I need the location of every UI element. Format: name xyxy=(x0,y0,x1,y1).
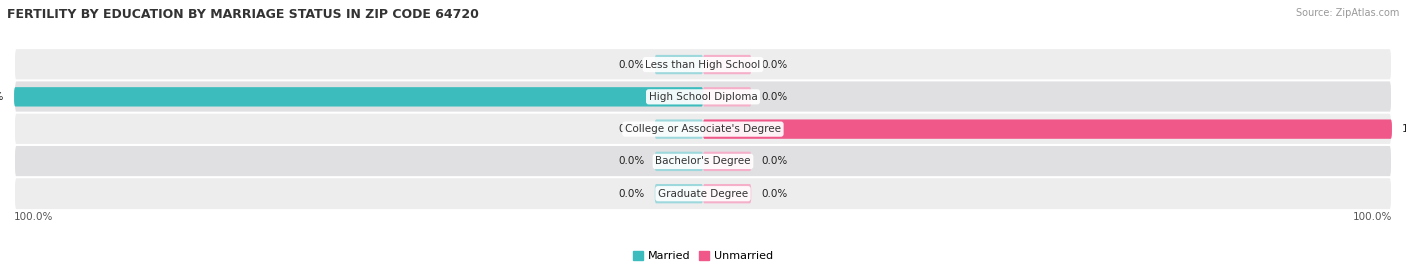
Text: 100.0%: 100.0% xyxy=(14,213,53,222)
FancyBboxPatch shape xyxy=(14,177,1392,210)
Text: 100.0%: 100.0% xyxy=(0,92,4,102)
FancyBboxPatch shape xyxy=(655,55,703,74)
Text: Graduate Degree: Graduate Degree xyxy=(658,189,748,199)
Text: 0.0%: 0.0% xyxy=(762,59,787,70)
Text: 0.0%: 0.0% xyxy=(619,189,644,199)
Text: 0.0%: 0.0% xyxy=(762,156,787,167)
FancyBboxPatch shape xyxy=(14,87,703,107)
FancyBboxPatch shape xyxy=(703,184,751,203)
Text: Bachelor's Degree: Bachelor's Degree xyxy=(655,156,751,167)
Text: 100.0%: 100.0% xyxy=(1353,213,1392,222)
FancyBboxPatch shape xyxy=(655,152,703,171)
Text: 0.0%: 0.0% xyxy=(619,156,644,167)
Text: 0.0%: 0.0% xyxy=(619,59,644,70)
FancyBboxPatch shape xyxy=(14,48,1392,81)
FancyBboxPatch shape xyxy=(655,184,703,203)
Text: Source: ZipAtlas.com: Source: ZipAtlas.com xyxy=(1295,8,1399,18)
Text: FERTILITY BY EDUCATION BY MARRIAGE STATUS IN ZIP CODE 64720: FERTILITY BY EDUCATION BY MARRIAGE STATU… xyxy=(7,8,479,21)
Legend: Married, Unmarried: Married, Unmarried xyxy=(628,246,778,266)
FancyBboxPatch shape xyxy=(703,119,1392,139)
Text: Less than High School: Less than High School xyxy=(645,59,761,70)
Text: 0.0%: 0.0% xyxy=(619,124,644,134)
Text: 0.0%: 0.0% xyxy=(762,189,787,199)
FancyBboxPatch shape xyxy=(703,152,751,171)
FancyBboxPatch shape xyxy=(703,55,751,74)
FancyBboxPatch shape xyxy=(14,113,1392,146)
Text: High School Diploma: High School Diploma xyxy=(648,92,758,102)
Text: College or Associate's Degree: College or Associate's Degree xyxy=(626,124,780,134)
FancyBboxPatch shape xyxy=(655,119,703,139)
FancyBboxPatch shape xyxy=(14,145,1392,178)
FancyBboxPatch shape xyxy=(14,80,1392,113)
FancyBboxPatch shape xyxy=(703,87,751,107)
Text: 0.0%: 0.0% xyxy=(762,92,787,102)
Text: 100.0%: 100.0% xyxy=(1402,124,1406,134)
